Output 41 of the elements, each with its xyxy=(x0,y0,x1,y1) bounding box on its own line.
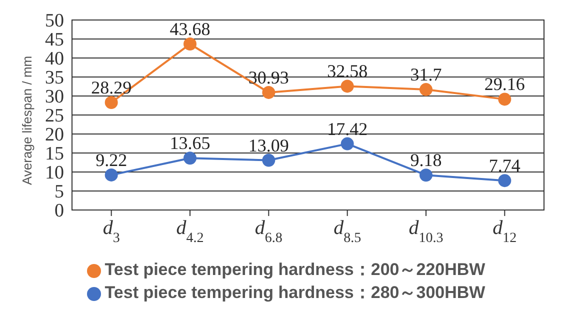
x-tick-label: d$_{8.5}$ xyxy=(334,217,362,246)
data-label: 28.29 xyxy=(91,78,132,98)
y-tick-label: 45 xyxy=(45,30,64,51)
data-label: 13.65 xyxy=(170,133,210,154)
point xyxy=(420,168,432,182)
y-tick-label: 20 xyxy=(45,124,64,146)
x-tick-label: d$_{4.2}$ xyxy=(176,217,204,246)
point xyxy=(104,96,118,109)
y-tick-label: 0 xyxy=(54,200,64,222)
point xyxy=(184,38,196,51)
point xyxy=(420,83,432,96)
y-tick-label: 40 xyxy=(45,48,64,70)
point xyxy=(184,152,196,165)
data-label: 13.09 xyxy=(248,135,289,156)
data-label: 7.74 xyxy=(488,156,520,176)
y-tick-label: 50 xyxy=(45,10,64,32)
data-label: 43.68 xyxy=(170,19,210,40)
y-tick-label: 30 xyxy=(45,86,64,108)
y-tick-label: 15 xyxy=(45,144,64,165)
legend-label: Test piece tempering hardness：280～300HBW xyxy=(104,283,486,302)
x-tick-label: d$_{12}$ xyxy=(492,217,517,246)
point xyxy=(262,154,276,167)
data-label: 29.16 xyxy=(484,74,525,94)
data-label: 32.58 xyxy=(327,61,368,82)
x-tick-label: d$_{6.8}$ xyxy=(254,217,282,246)
point xyxy=(498,92,512,106)
point xyxy=(262,86,276,99)
data-label: 9.22 xyxy=(96,150,128,170)
y-tick-label: 35 xyxy=(45,68,64,89)
point xyxy=(104,168,118,182)
point xyxy=(340,137,354,150)
y-axis-title: Average lifespan / mm xyxy=(20,56,35,185)
point xyxy=(340,80,354,93)
legend-label: Test piece tempering hardness：200～220HBW xyxy=(104,260,486,279)
y-tick-label: 10 xyxy=(45,162,64,184)
y-tick-label: 25 xyxy=(45,106,64,127)
point xyxy=(498,174,512,188)
x-tick-label: d$_{3}$ xyxy=(102,217,120,246)
y-tick-label: 5 xyxy=(54,182,64,203)
x-tick-label: d$_{10.3}$ xyxy=(408,217,444,246)
data-label: 9.18 xyxy=(410,150,442,170)
